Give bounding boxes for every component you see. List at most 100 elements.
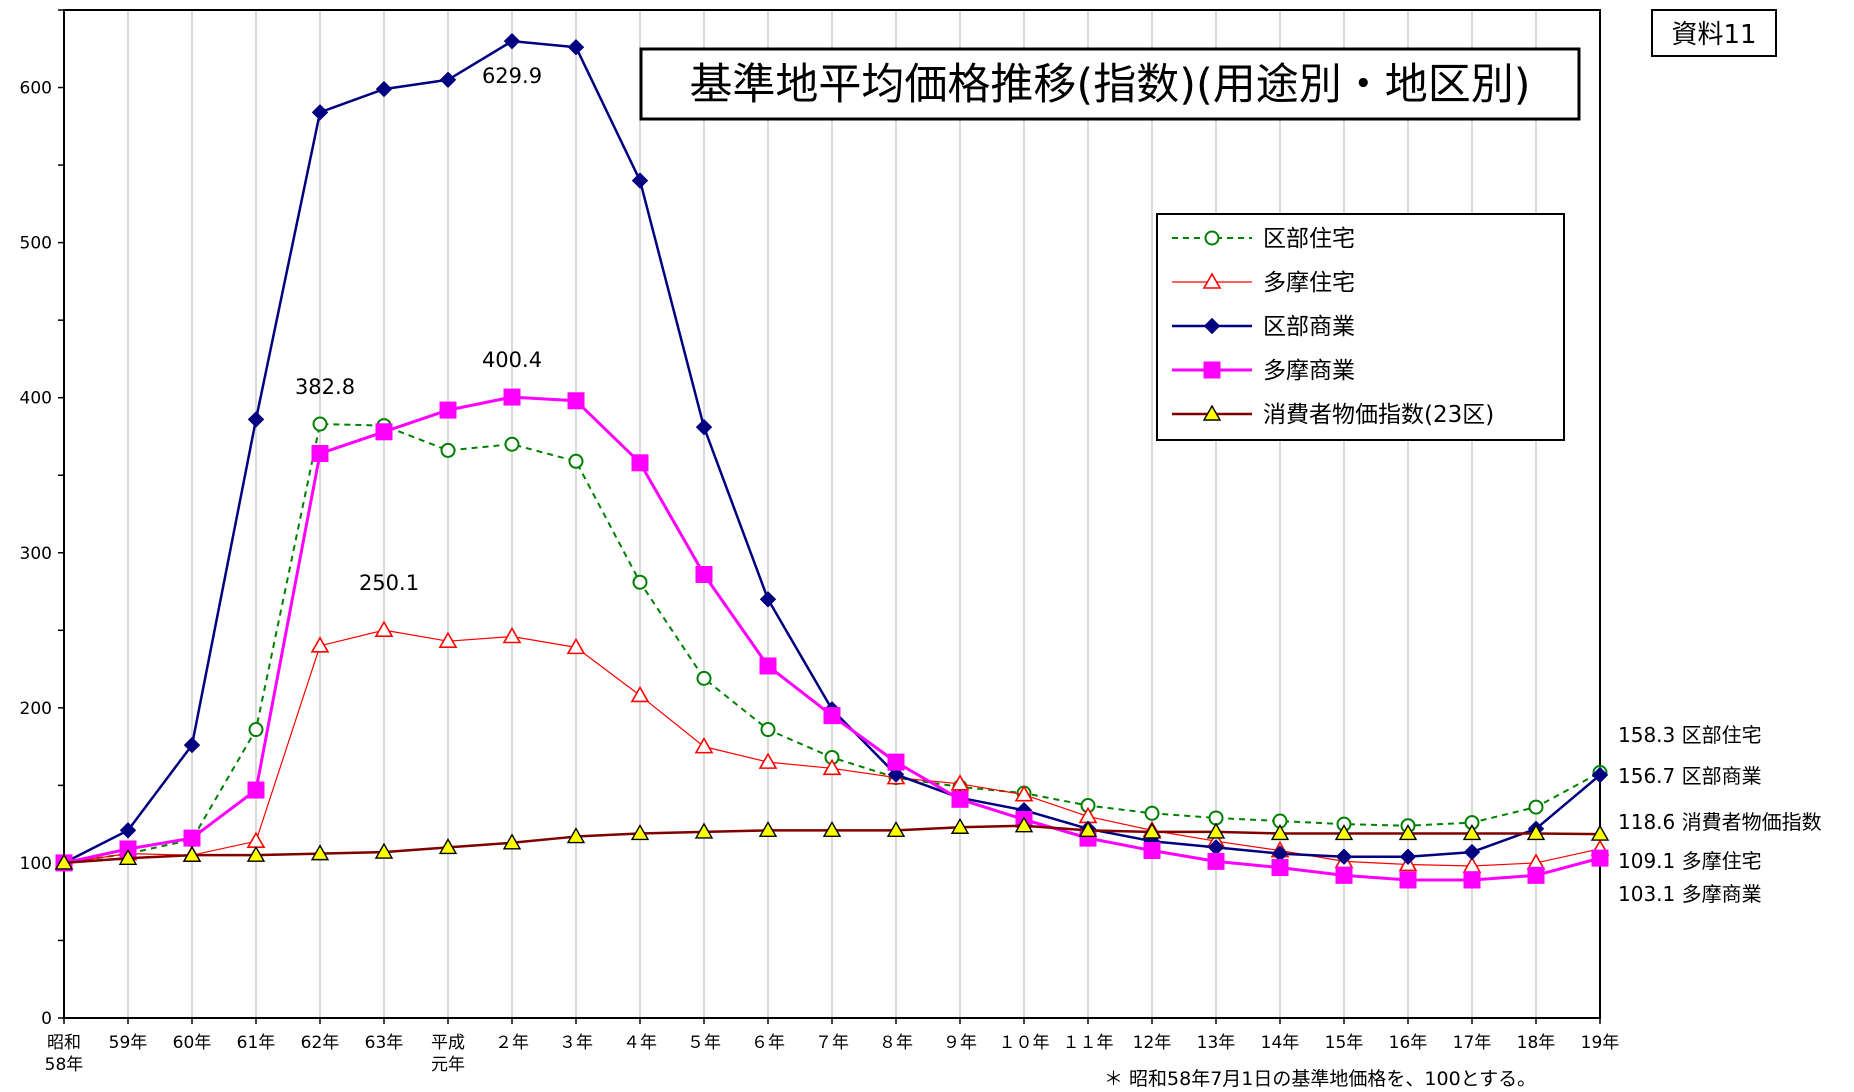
x-tick-label: ３年 (559, 1033, 593, 1053)
x-tick-label: 18年 (1517, 1033, 1556, 1053)
point-ku_shogyo (375, 80, 393, 98)
y-tick-label: 500 (20, 234, 52, 254)
point-tama_shogyo (823, 707, 841, 725)
peak-annotation: 629.9 (482, 64, 542, 88)
point-tama_shogyo (503, 388, 521, 406)
x-tick-label: ４年 (623, 1033, 657, 1053)
point-tama_shogyo (759, 657, 777, 675)
point-ku_jutaku (696, 670, 712, 686)
point-cpi (1334, 824, 1354, 841)
point-cpi (1398, 824, 1418, 841)
point-ku_shogyo (119, 822, 137, 839)
x-tick-label: 62年 (301, 1033, 340, 1053)
chart-title: 基準地平均価格推移(指数)(用途別・地区別) (689, 60, 1530, 110)
point-ku_jutaku (504, 436, 520, 452)
document-label-box: 資料11 (1651, 9, 1777, 57)
point-ku_jutaku (440, 442, 456, 458)
point-tama_jutaku (630, 685, 650, 703)
point-tama_jutaku (1014, 785, 1034, 802)
y-tick-label: 200 (20, 699, 52, 719)
end-value-label: 103.1 多摩商業 (1618, 882, 1762, 906)
x-tick-label: ８年 (879, 1033, 913, 1053)
point-cpi (182, 845, 202, 862)
point-tama_shogyo (567, 392, 585, 410)
legend-marker (1203, 317, 1221, 335)
point-ku_shogyo (1399, 848, 1417, 865)
point-tama_jutaku (374, 620, 394, 637)
end-value-label: 109.1 多摩住宅 (1618, 849, 1762, 873)
point-tama_jutaku (502, 626, 522, 644)
point-ku_jutaku (632, 574, 648, 590)
point-cpi (1590, 824, 1610, 841)
point-cpi (502, 833, 522, 850)
point-ku_shogyo (887, 766, 905, 783)
end-value-labels: 158.3 区部住宅 156.7 区部商業 118.6 消費者物価指数 109.1 多… (1618, 723, 1822, 906)
legend-marker (1204, 230, 1220, 246)
y-tick-label: 300 (20, 544, 52, 564)
legend-marker (1203, 361, 1221, 379)
x-tick-label: ５年 (687, 1033, 721, 1053)
point-ku_jutaku (760, 722, 776, 738)
legend-item-tama_shogyo: 多摩商業 (1172, 358, 1355, 384)
point-cpi (1014, 816, 1034, 833)
point-tama_jutaku (438, 631, 458, 648)
point-tama_jutaku (566, 637, 586, 655)
legend-marker (1202, 272, 1222, 289)
point-ku_jutaku (248, 722, 264, 738)
legend-label: 区部商業 (1263, 314, 1355, 340)
legend-label: 多摩商業 (1263, 358, 1355, 384)
point-ku_shogyo (247, 411, 265, 428)
series-lines (54, 32, 1610, 889)
point-cpi (310, 844, 330, 861)
point-ku_shogyo (759, 591, 777, 608)
document-label: 資料11 (1671, 20, 1756, 50)
x-tick-label: 14年 (1261, 1033, 1300, 1053)
end-value-label: 118.6 消費者物価指数 (1618, 810, 1822, 834)
point-cpi (886, 820, 906, 838)
end-value-label: 156.7 区部商業 (1618, 764, 1762, 788)
legend-item-ku_jutaku: 区部住宅 (1172, 226, 1355, 252)
point-tama_shogyo (1207, 852, 1225, 870)
legend-label: 区部住宅 (1263, 226, 1355, 252)
chart-title-box: 基準地平均価格推移(指数)(用途別・地区別) (639, 47, 1581, 121)
point-tama_jutaku (310, 636, 330, 653)
point-tama_shogyo (695, 565, 713, 583)
point-cpi (246, 845, 266, 862)
x-tick-label: ７年 (815, 1033, 849, 1053)
point-tama_shogyo (247, 781, 265, 799)
point-tama_shogyo (311, 445, 329, 463)
point-cpi (1270, 824, 1290, 841)
peak-annotation: 400.4 (482, 348, 542, 372)
x-tick-label: １１年 (1063, 1033, 1114, 1053)
point-cpi (950, 817, 970, 834)
point-ku_shogyo (631, 172, 649, 189)
point-cpi (566, 827, 586, 844)
x-tick-label: 19年 (1581, 1033, 1620, 1053)
point-tama_shogyo (1143, 842, 1161, 860)
point-ku_jutaku (1144, 805, 1160, 821)
point-cpi (1206, 822, 1226, 839)
point-tama_jutaku (758, 752, 778, 769)
y-tick-label: 600 (20, 79, 52, 99)
point-ku_shogyo (1335, 848, 1353, 865)
point-cpi (54, 853, 74, 870)
point-tama_shogyo (1463, 871, 1481, 889)
y-axis: 0 100 200 300 400 500 600 (20, 9, 64, 1029)
point-cpi (118, 848, 138, 865)
peak-annotation: 382.8 (295, 375, 355, 399)
point-ku_jutaku (312, 416, 328, 432)
point-ku_shogyo (695, 418, 713, 436)
series-cpi (54, 816, 1610, 870)
x-tick-label: 12年 (1133, 1033, 1172, 1053)
point-cpi (438, 838, 458, 855)
point-tama_shogyo (1271, 859, 1289, 877)
legend-item-tama_jutaku: 多摩住宅 (1172, 270, 1355, 296)
point-tama_shogyo (439, 401, 457, 419)
point-ku_jutaku (1528, 799, 1544, 815)
x-tick-label: 59年 (109, 1033, 148, 1053)
point-ku_shogyo (311, 104, 329, 121)
point-tama_shogyo (1591, 849, 1609, 867)
point-ku_shogyo (183, 736, 201, 754)
footnote: ＊ 昭和58年7月1日の基準地価格を、100とする。 (1104, 1068, 1536, 1090)
